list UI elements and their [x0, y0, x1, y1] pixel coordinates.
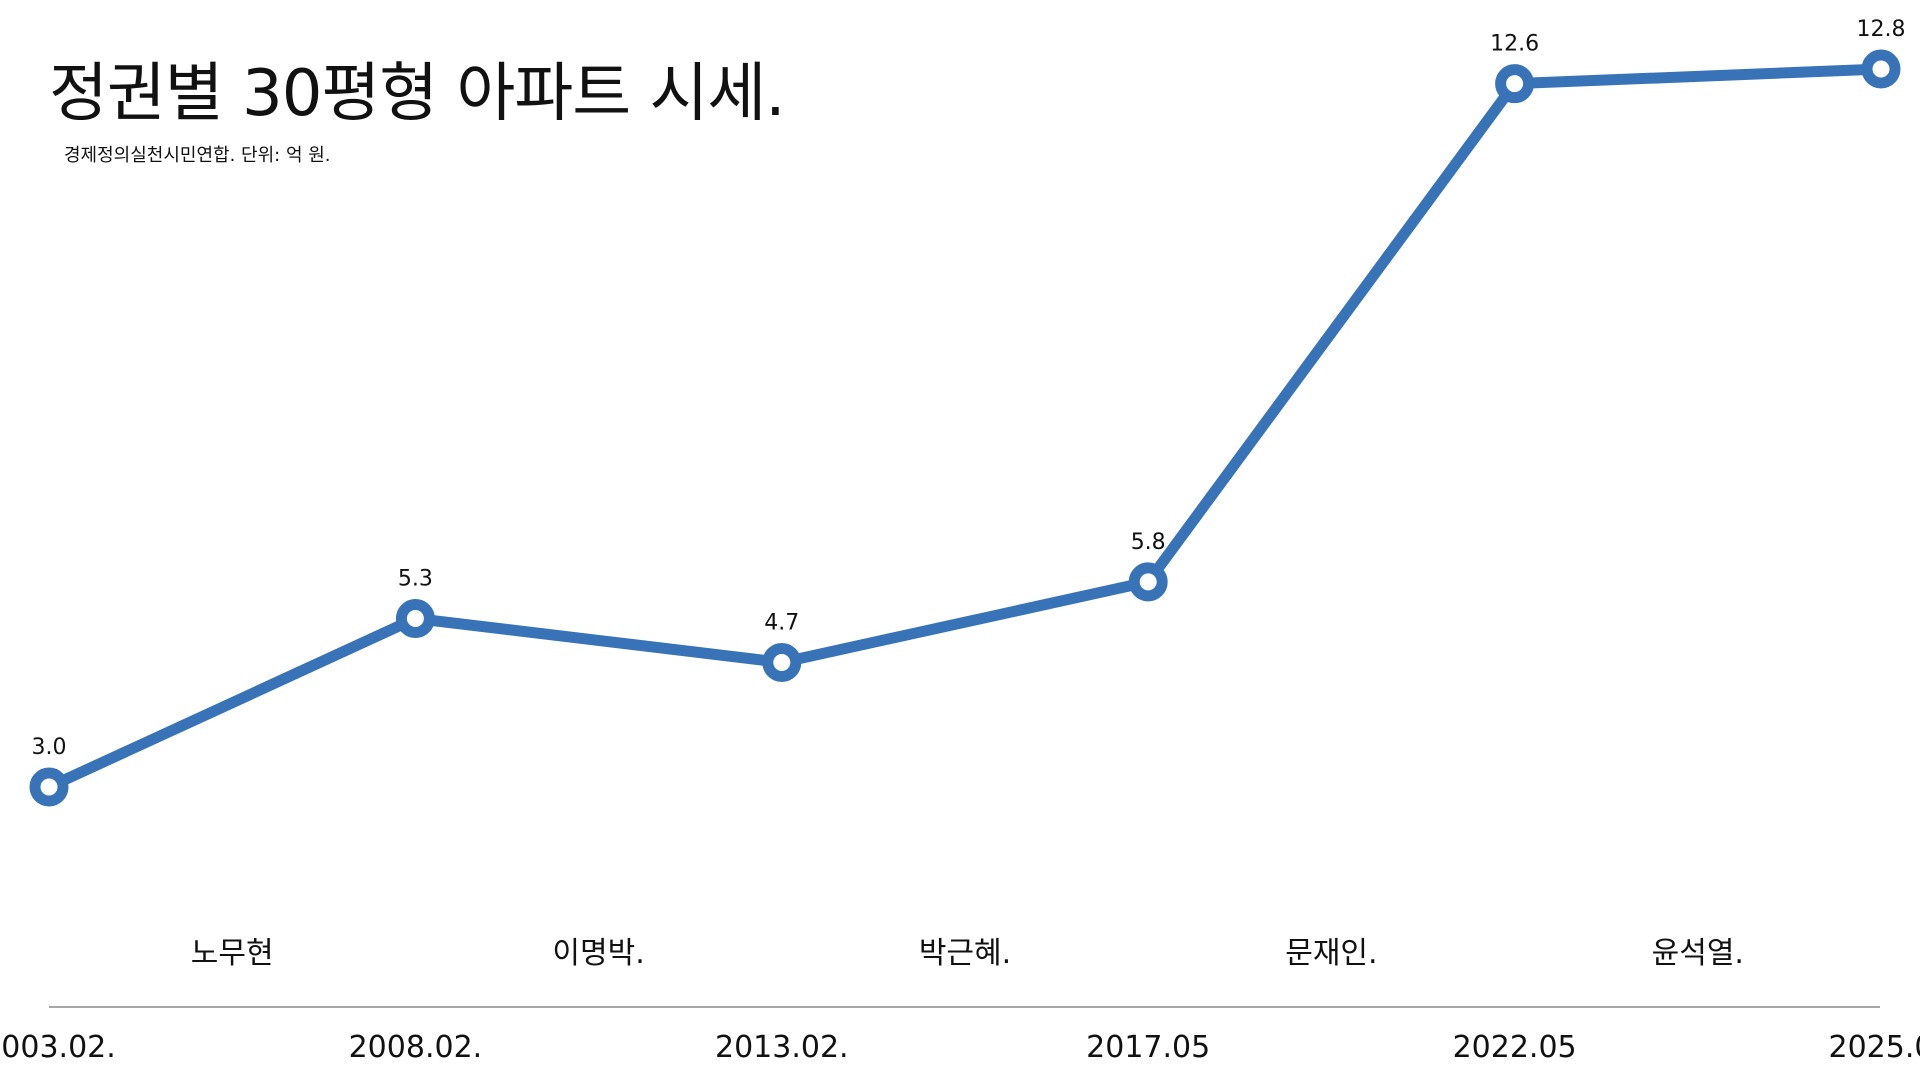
- data-label: 4.7: [764, 610, 799, 635]
- series-line: [43, 63, 1887, 793]
- data-label: 5.8: [1131, 530, 1166, 555]
- period-label: 문재인.: [1285, 936, 1377, 971]
- period-label: 윤석열.: [1652, 936, 1744, 971]
- data-point: [1495, 64, 1535, 104]
- chart-title: 정권별 30평형 아파트 시세.: [49, 57, 786, 131]
- data-label: 5.3: [398, 566, 433, 591]
- data-point: [762, 642, 802, 682]
- period-label: 박근혜.: [919, 936, 1011, 971]
- x-tick-label: 2017.05: [1086, 1030, 1210, 1065]
- data-label: 12.8: [1857, 17, 1906, 42]
- data-point: [395, 598, 435, 638]
- data-point: [29, 767, 69, 807]
- data-point: [1128, 562, 1168, 602]
- data-point: [1861, 49, 1901, 89]
- data-label: 12.6: [1490, 32, 1539, 57]
- x-tick-label: 2025.0: [1829, 1030, 1920, 1065]
- data-label: 3.0: [32, 735, 67, 760]
- x-tick-label: 2013.02.: [715, 1030, 849, 1065]
- x-tick-label: 2003.02.: [0, 1030, 116, 1065]
- x-tick-label: 2008.02.: [349, 1030, 483, 1065]
- period-label: 이명박.: [552, 936, 644, 971]
- x-tick-label: 2022.05: [1453, 1030, 1577, 1065]
- chart-subtitle: 경제정의실천시민연합. 단위: 억 원.: [64, 145, 331, 166]
- period-label: 노무현: [191, 936, 274, 971]
